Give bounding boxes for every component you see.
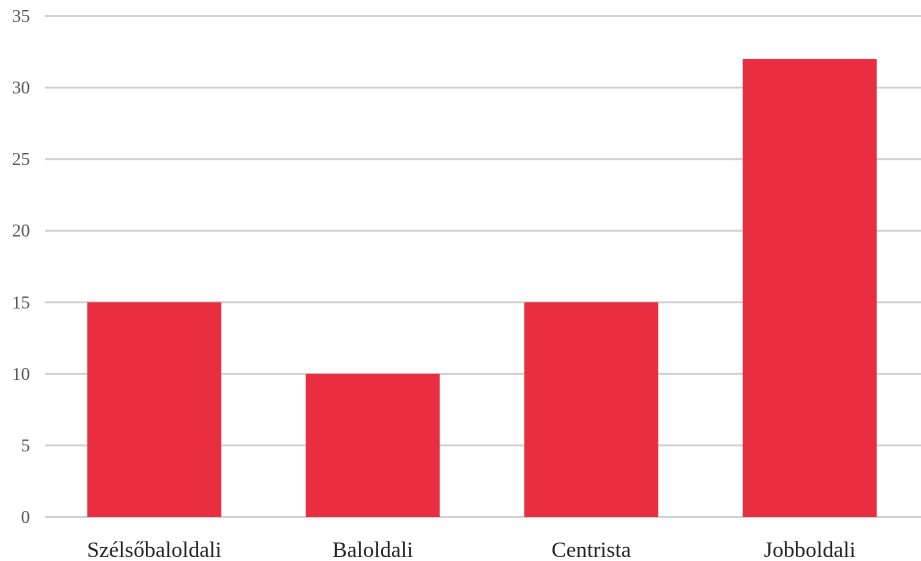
y-tick-label: 0	[21, 507, 30, 527]
bar	[305, 373, 440, 517]
x-category-label: Centrista	[552, 537, 632, 561]
y-tick-label: 15	[12, 292, 30, 312]
y-tick-label: 5	[21, 435, 30, 455]
x-category-label: Baloldali	[332, 537, 413, 561]
y-axis-tick-labels: 0 5 10 15 20 25 30 35	[12, 6, 30, 527]
y-tick-label: 35	[12, 6, 30, 26]
bar	[742, 58, 877, 517]
y-tick-label: 20	[12, 221, 30, 241]
bars	[87, 58, 877, 517]
y-tick-label: 30	[12, 78, 30, 98]
x-category-label: Szélsőbaloldali	[87, 537, 221, 561]
y-tick-label: 25	[12, 149, 30, 169]
bar	[524, 302, 659, 517]
bar	[87, 302, 222, 517]
y-tick-label: 10	[12, 364, 30, 384]
x-axis-category-labels: Szélsőbaloldali Baloldali Centrista Jobbold…	[87, 537, 856, 561]
x-category-label: Jobboldali	[764, 537, 856, 561]
